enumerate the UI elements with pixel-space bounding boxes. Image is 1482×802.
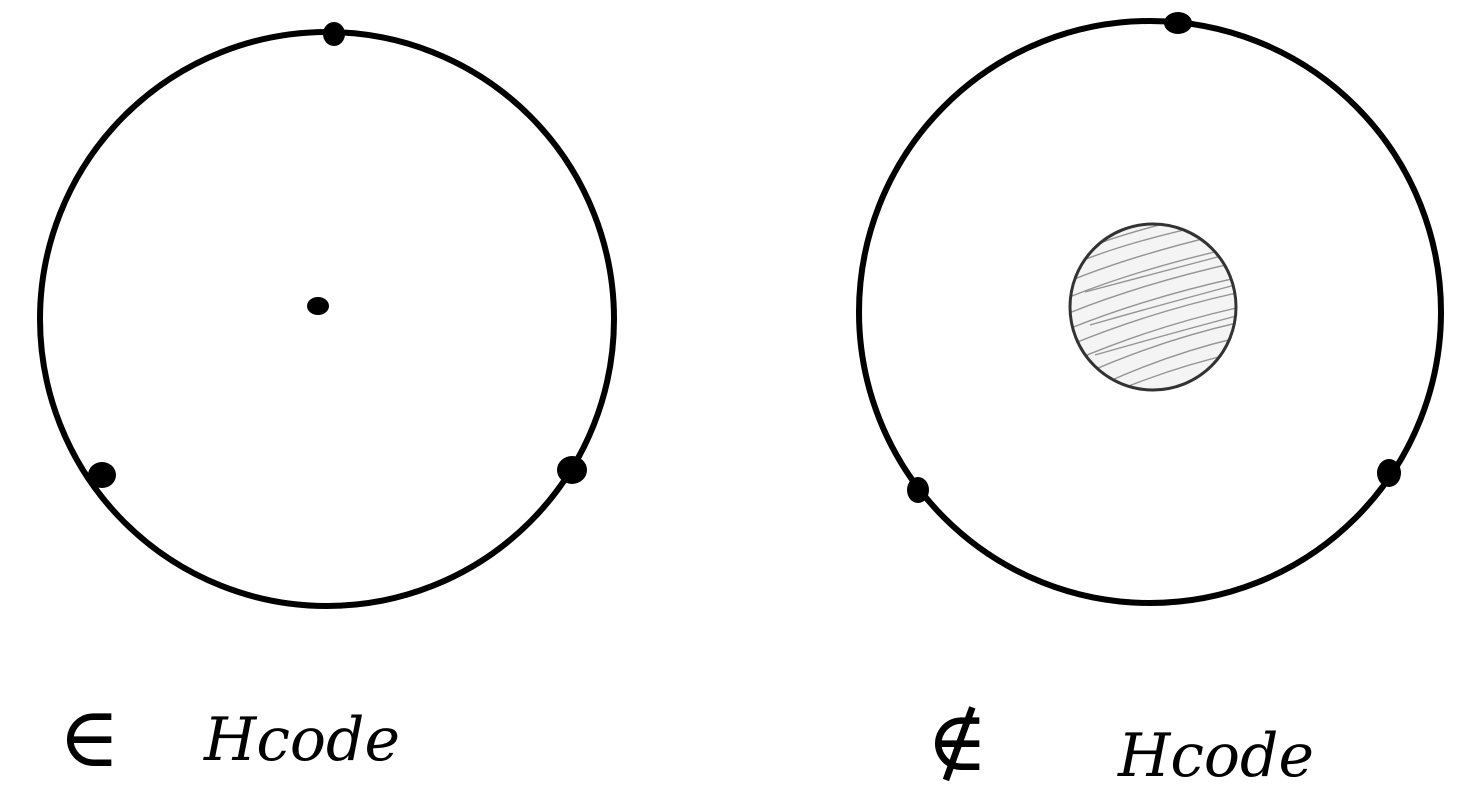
right-bottom-right-point (1377, 459, 1401, 487)
right-inner-disc (1068, 222, 1238, 392)
left-bottom-right-point (557, 456, 587, 484)
left-panel: ∈ Hcode (37, 22, 617, 786)
left-symbol: ∈ (58, 688, 120, 786)
right-bottom-left-point (907, 477, 929, 503)
right-outer-circle (856, 18, 1444, 606)
right-top-point (1164, 12, 1192, 34)
left-top-point (323, 22, 345, 46)
left-outer-circle (37, 29, 617, 609)
left-bottom-left-point (88, 462, 116, 488)
left-center-point (307, 297, 329, 315)
left-label: Hcode (203, 705, 400, 775)
right-symbol: ∉ (926, 692, 988, 790)
right-label: Hcode (1117, 721, 1314, 791)
right-panel: ∉ Hcode (856, 12, 1444, 791)
